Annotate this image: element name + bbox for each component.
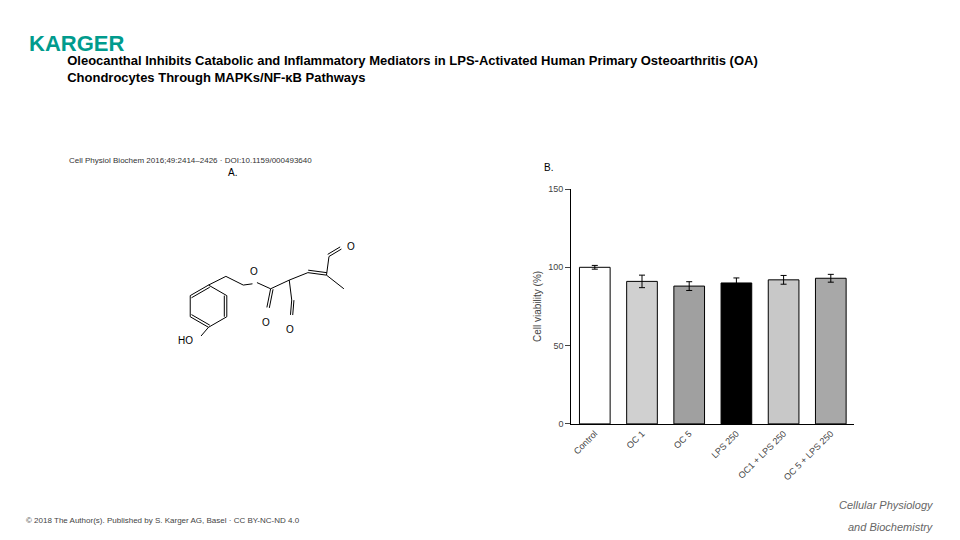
svg-text:0: 0: [558, 419, 563, 429]
svg-text:O: O: [286, 324, 294, 335]
svg-text:150: 150: [548, 184, 563, 194]
svg-text:HO: HO: [178, 335, 193, 346]
svg-text:A.: A.: [228, 167, 237, 178]
svg-text:and Biochemistry: and Biochemistry: [848, 521, 934, 533]
svg-text:O: O: [262, 317, 270, 328]
svg-text:100: 100: [548, 262, 563, 272]
svg-text:Control: Control: [572, 429, 600, 457]
svg-text:OC 1: OC 1: [625, 429, 647, 451]
svg-text:© 2018 The Author(s). Publishe: © 2018 The Author(s). Published by S. Ka…: [26, 516, 300, 525]
svg-text:KARGER: KARGER: [29, 31, 124, 56]
svg-text:Cellular Physiology: Cellular Physiology: [839, 499, 934, 511]
svg-text:Oleocanthal Inhibits Catabolic: Oleocanthal Inhibits Catabolic and Infla…: [67, 53, 758, 85]
svg-text:O: O: [347, 241, 355, 252]
svg-text:Cell viability (%): Cell viability (%): [532, 271, 543, 342]
svg-text:OC1 + LPS 250: OC1 + LPS 250: [736, 429, 788, 481]
svg-text:LPS 250: LPS 250: [710, 429, 741, 460]
svg-text:OC 5 + LPS 250: OC 5 + LPS 250: [782, 429, 836, 483]
svg-text:O: O: [250, 266, 258, 277]
svg-text:B.: B.: [544, 162, 553, 173]
svg-text:OC 5: OC 5: [672, 429, 694, 451]
svg-text:50: 50: [553, 341, 563, 351]
svg-text:Cell Physiol Biochem 2016;49:2: Cell Physiol Biochem 2016;49:2414–2426 ·…: [69, 156, 312, 165]
